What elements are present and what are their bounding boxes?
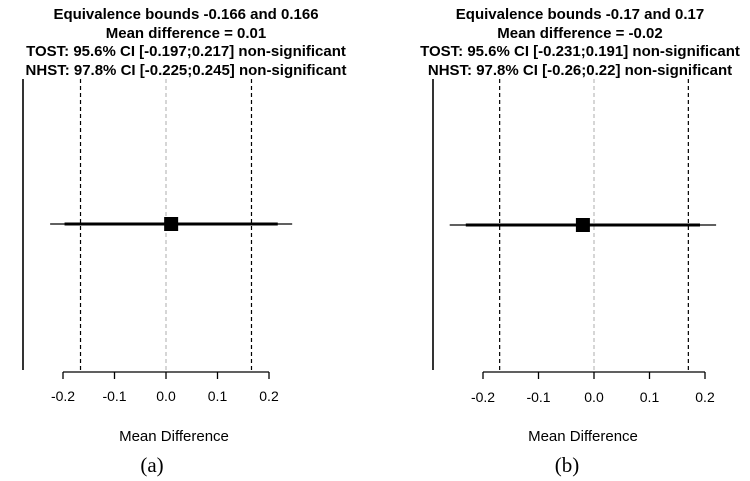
panel-a-plot: -0.2 -0.1 0.0 0.1 0.2: [50, 79, 293, 404]
panel-a-caption: (a): [140, 453, 163, 477]
panel-a-x-axis-label: Mean Difference: [119, 428, 229, 445]
panel-b: Equivalence bounds -0.17 and 0.17 Mean d…: [420, 6, 740, 477]
panel-a-title-line-1: Equivalence bounds -0.166 and 0.166: [53, 6, 318, 23]
panel-a-title-line-4: NHST: 97.8% CI [-0.225;0.245] non-signif…: [26, 62, 347, 79]
panel-b-title-line-4: NHST: 97.8% CI [-0.26;0.22] non-signific…: [428, 62, 732, 79]
panel-b-title-line-3: TOST: 95.6% CI [-0.231;0.191] non-signif…: [420, 43, 740, 60]
panel-b-x-axis-label: Mean Difference: [528, 428, 638, 445]
panel-b-mean-point: [575, 218, 590, 232]
panel-b-x-tick-label: -0.1: [526, 389, 550, 405]
panel-b-x-tick-label: 0.0: [584, 389, 604, 405]
panel-a-title-line-3: TOST: 95.6% CI [-0.197;0.217] non-signif…: [26, 43, 346, 60]
panel-b-x-tick-label: 0.2: [695, 389, 715, 405]
panel-b-x-tick-label: 0.1: [640, 389, 660, 405]
panel-b-title-line-1: Equivalence bounds -0.17 and 0.17: [456, 6, 704, 23]
panel-a-x-tick-label: -0.2: [51, 388, 75, 404]
panel-b-caption: (b): [555, 453, 580, 477]
panel-a-x-tick-label: -0.1: [102, 388, 126, 404]
panel-a-title-line-2: Mean difference = 0.01: [106, 25, 267, 42]
panel-a-mean-point: [164, 217, 179, 231]
panel-b-title-line-2: Mean difference = -0.02: [497, 25, 662, 42]
panel-a-x-tick-label: 0.0: [156, 388, 176, 404]
panel-b-plot: -0.2 -0.1 0.0 0.1 0.2: [449, 79, 717, 405]
panel-b-x-tick-label: -0.2: [471, 389, 495, 405]
panel-a-x-tick-label: 0.2: [259, 388, 279, 404]
panel-a: Equivalence bounds -0.166 and 0.166 Mean…: [22, 6, 347, 477]
panel-a-x-tick-label: 0.1: [208, 388, 228, 404]
